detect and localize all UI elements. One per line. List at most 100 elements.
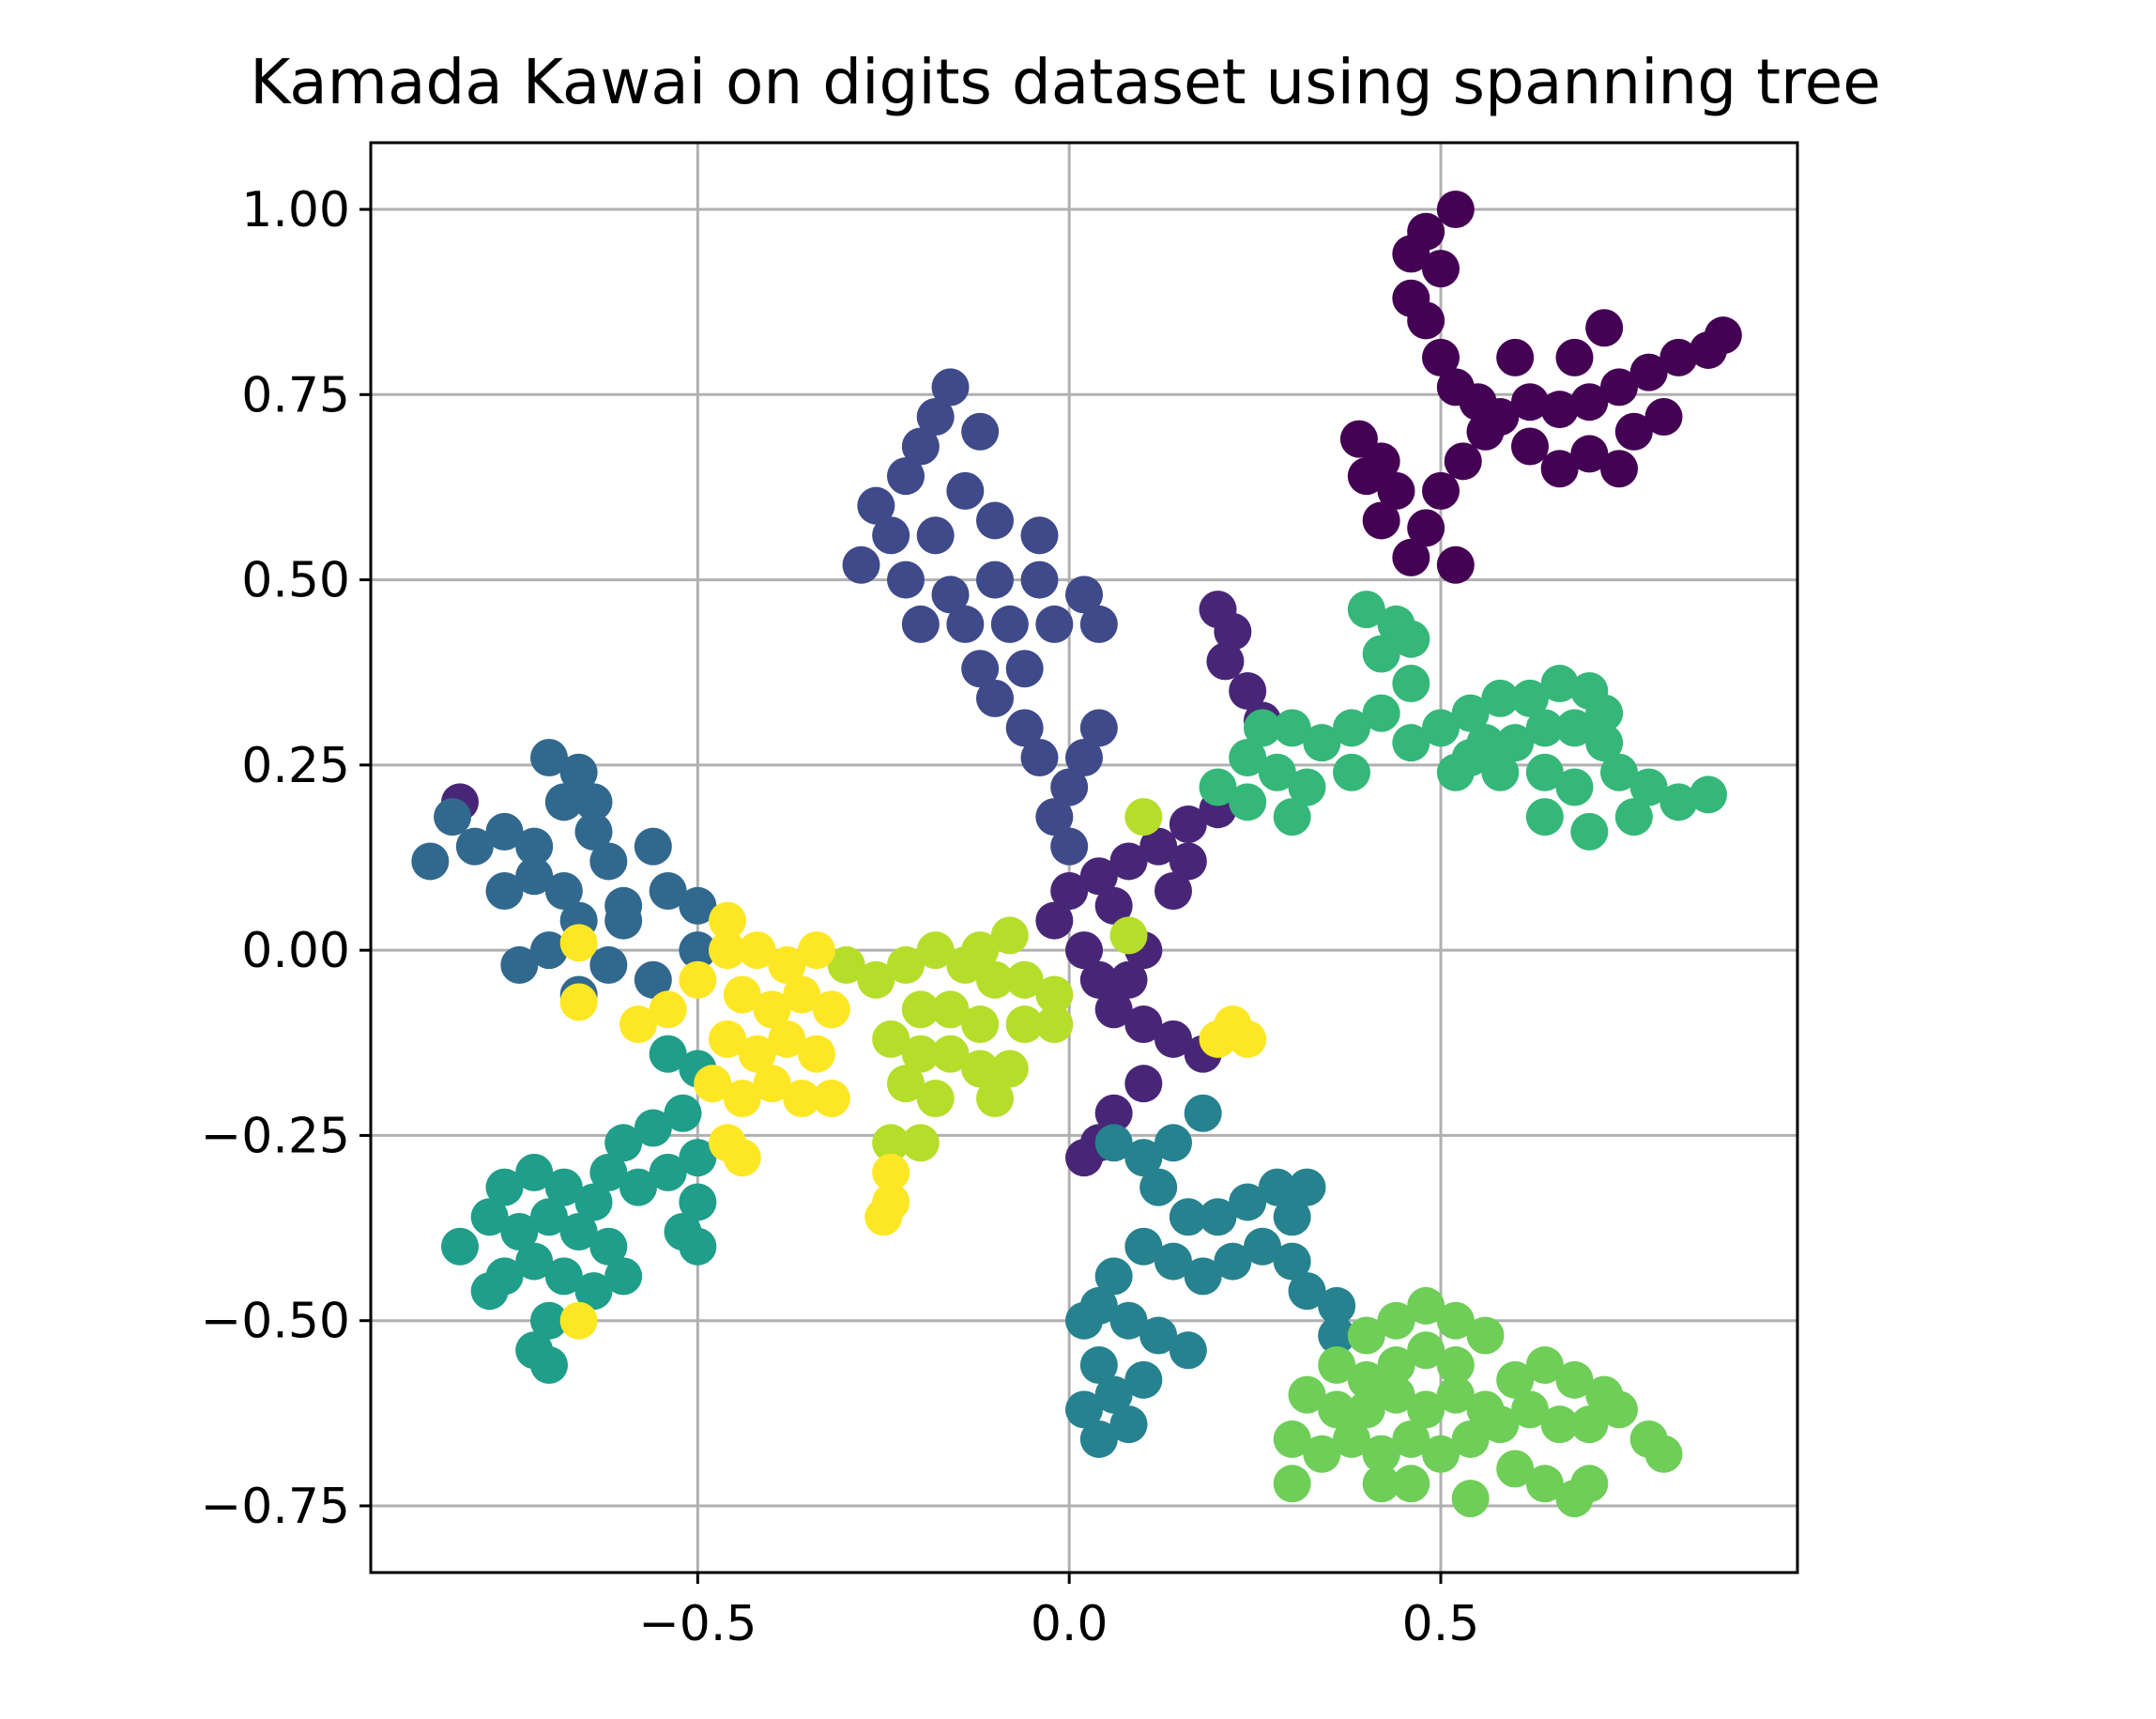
data-point (530, 738, 568, 776)
data-point (738, 1035, 776, 1073)
data-point (544, 783, 583, 821)
data-point (1109, 960, 1148, 999)
data-point (1511, 427, 1549, 466)
data-point (1362, 501, 1400, 540)
data-point (1050, 872, 1089, 911)
data-point (441, 1227, 479, 1266)
data-point (1570, 812, 1609, 851)
data-point (976, 960, 1014, 999)
data-point (1496, 724, 1535, 762)
data-point (1079, 1346, 1118, 1385)
data-point (1094, 886, 1133, 925)
data-point (1451, 694, 1490, 732)
data-point (1555, 709, 1594, 747)
data-point (679, 1227, 717, 1266)
data-point (1422, 471, 1460, 510)
data-point (1169, 842, 1207, 881)
data-point (1362, 635, 1400, 673)
data-point (916, 1079, 955, 1117)
data-point (976, 679, 1014, 717)
data-point (1362, 1435, 1400, 1473)
y-tick-label: 1.00 (241, 182, 350, 238)
data-point (1065, 738, 1103, 776)
data-point (1540, 391, 1579, 429)
data-point (1273, 1198, 1311, 1236)
data-point (1199, 768, 1237, 806)
data-point (1005, 709, 1044, 747)
data-point (1555, 768, 1594, 806)
data-point (1303, 1435, 1341, 1473)
data-point (946, 605, 985, 643)
data-point (1377, 1375, 1415, 1414)
data-point (1362, 694, 1400, 732)
data-point (709, 901, 746, 940)
data-point (1169, 805, 1207, 843)
data-point (694, 1065, 732, 1103)
data-point (544, 1257, 583, 1296)
data-point (827, 945, 865, 984)
data-point (1273, 1420, 1311, 1458)
data-point (1407, 301, 1445, 340)
data-point (1392, 620, 1430, 658)
data-point (574, 812, 613, 851)
data-point (709, 931, 746, 970)
data-point (604, 886, 643, 925)
data-point (634, 1109, 672, 1147)
data-point (1184, 1094, 1222, 1132)
data-point (1005, 650, 1044, 688)
data-point (1258, 1168, 1296, 1206)
data-point (1020, 560, 1059, 599)
data-point (1333, 709, 1370, 747)
data-point (1481, 753, 1520, 791)
data-point (1600, 1390, 1638, 1429)
data-point (1124, 1139, 1163, 1177)
data-point (634, 960, 672, 999)
data-point (1436, 1375, 1475, 1414)
data-point (1392, 1465, 1430, 1503)
data-point (1377, 1346, 1415, 1385)
data-point (1005, 960, 1044, 999)
data-point (649, 1035, 687, 1073)
data-point (1244, 709, 1281, 747)
data-point (976, 501, 1014, 540)
data-point (574, 1183, 613, 1221)
data-point (1065, 1139, 1103, 1177)
data-point (1436, 1301, 1475, 1340)
series-6 (1199, 591, 1727, 851)
series-9 (559, 901, 1267, 1340)
data-point (1050, 827, 1089, 866)
y-tick-label: 0.50 (241, 553, 350, 609)
data-point (901, 1124, 940, 1162)
data-point (990, 1050, 1029, 1088)
x-tick-label: 0.5 (1402, 1596, 1480, 1652)
data-point (1020, 738, 1059, 776)
data-point (559, 1301, 598, 1340)
data-point (1094, 1257, 1133, 1296)
data-point (864, 1198, 903, 1236)
data-point (946, 471, 985, 510)
data-point (1466, 1316, 1505, 1355)
y-tick-label: 0.75 (241, 367, 350, 423)
data-point (961, 650, 1000, 688)
data-point (901, 990, 940, 1029)
data-point (1333, 753, 1370, 791)
data-point (1273, 798, 1311, 836)
data-point (1585, 309, 1624, 347)
data-point (976, 1079, 1014, 1117)
data-point (679, 931, 717, 970)
data-point (1124, 1065, 1163, 1103)
data-point (916, 397, 955, 436)
data-point (753, 990, 791, 1029)
data-point (1318, 1286, 1356, 1325)
data-point (1229, 1183, 1267, 1221)
series-8 (827, 798, 1163, 1162)
data-point (1229, 1020, 1267, 1058)
plot-area-frame (369, 141, 1799, 1574)
data-point (1525, 798, 1564, 836)
data-point (1570, 1405, 1609, 1444)
data-point (544, 1168, 583, 1206)
data-point (1229, 783, 1267, 821)
data-point (1540, 1405, 1579, 1444)
data-point (530, 931, 568, 970)
data-point (931, 990, 970, 1029)
